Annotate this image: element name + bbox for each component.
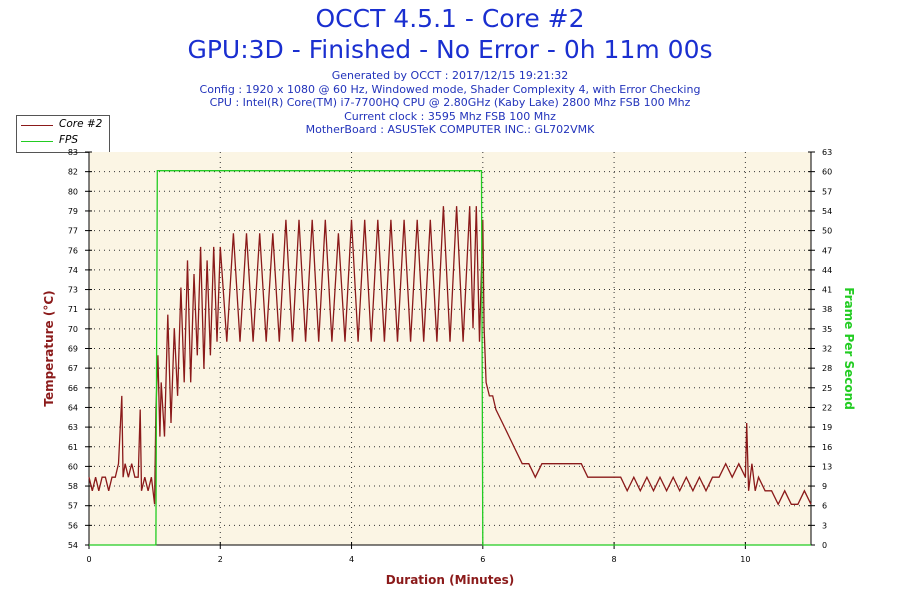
y2-tick-label: 6 [822, 502, 827, 511]
x-tick-label: 6 [480, 555, 485, 564]
y2-axis-label: Frame Per Second [842, 287, 856, 410]
y2-tick-label: 63 [822, 148, 832, 157]
y2-tick-label: 0 [822, 541, 827, 550]
y2-tick-label: 32 [822, 345, 832, 354]
y2-tick-label: 22 [822, 403, 832, 412]
y-tick-label: 57 [68, 502, 78, 511]
x-tick-label: 2 [218, 555, 223, 564]
y-tick-label: 70 [68, 325, 78, 334]
y-tick-label: 64 [68, 403, 78, 412]
y2-tick-label: 38 [822, 305, 832, 314]
chart-subtitle: GPU:3D - Finished - No Error - 0h 11m 00… [187, 35, 713, 64]
legend-swatch-fps [21, 141, 53, 142]
y-tick-label: 80 [68, 187, 78, 196]
y2-tick-label: 13 [822, 462, 832, 471]
legend-label-fps: FPS [59, 134, 79, 146]
y2-tick-label: 60 [822, 168, 832, 177]
y-tick-label: 77 [68, 227, 78, 236]
info-line-config: Config : 1920 x 1080 @ 60 Hz, Windowed m… [199, 82, 701, 96]
y-tick-label: 63 [68, 423, 78, 432]
info-line-cpu: CPU : Intel(R) Core(TM) i7-7700HQ CPU @ … [209, 96, 691, 109]
y-axis-label: Temperature (°C) [42, 290, 56, 406]
y2-tick-label: 50 [822, 227, 832, 236]
y2-tick-label: 47 [822, 246, 832, 255]
y-tick-label: 82 [68, 168, 78, 177]
series-line-fps [89, 170, 811, 546]
x-axis-label: Duration (Minutes) [386, 573, 514, 587]
y2-tick-label: 16 [822, 443, 832, 452]
y2-tick-label: 9 [822, 482, 827, 491]
y2-tick-label: 25 [822, 384, 832, 393]
y-tick-label: 83 [68, 148, 78, 157]
y2-tick-label: 28 [822, 364, 832, 373]
info-line-motherboard: MotherBoard : ASUSTeK COMPUTER INC.: GL7… [305, 123, 595, 136]
y-tick-label: 56 [68, 521, 78, 530]
y2-tick-label: 3 [822, 521, 827, 530]
y2-tick-label: 41 [822, 286, 832, 295]
y-tick-label: 73 [68, 286, 78, 295]
y-tick-label: 67 [68, 364, 78, 373]
y-tick-label: 58 [68, 482, 78, 491]
y-tick-label: 74 [68, 266, 78, 275]
x-tick-label: 4 [349, 555, 354, 564]
y-tick-label: 54 [68, 541, 78, 550]
x-tick-label: 0 [86, 555, 91, 564]
y-tick-label: 71 [68, 305, 78, 314]
y2-tick-label: 35 [822, 325, 832, 334]
legend-item-core: Core #2 [21, 118, 107, 132]
info-line-generated: Generated by OCCT : 2017/12/15 19:21:32 [331, 69, 569, 82]
x-tick-label: 10 [740, 555, 750, 564]
y2-tick-label: 57 [822, 187, 832, 196]
y2-tick-label: 44 [822, 266, 832, 275]
y-tick-label: 69 [68, 345, 78, 354]
info-line-clock: Current clock : 3595 Mhz FSB 100 Mhz [344, 109, 556, 123]
y-tick-label: 79 [68, 207, 78, 216]
chart-title: OCCT 4.5.1 - Core #2 [315, 4, 585, 33]
y-tick-label: 66 [68, 384, 78, 393]
legend: Core #2 FPS [16, 115, 110, 153]
y-tick-label: 60 [68, 462, 78, 471]
legend-label-core: Core #2 [59, 118, 103, 130]
info-block: Generated by OCCT : 2017/12/15 19:21:32 … [0, 69, 900, 137]
y-tick-label: 61 [68, 443, 78, 452]
series-line-core-2 [88, 206, 812, 506]
x-tick-label: 8 [612, 555, 617, 564]
y2-tick-label: 19 [822, 423, 832, 432]
legend-swatch-core [21, 125, 53, 126]
y-tick-label: 76 [68, 246, 78, 255]
legend-item-fps: FPS [21, 134, 107, 148]
y2-tick-label: 54 [822, 207, 832, 216]
